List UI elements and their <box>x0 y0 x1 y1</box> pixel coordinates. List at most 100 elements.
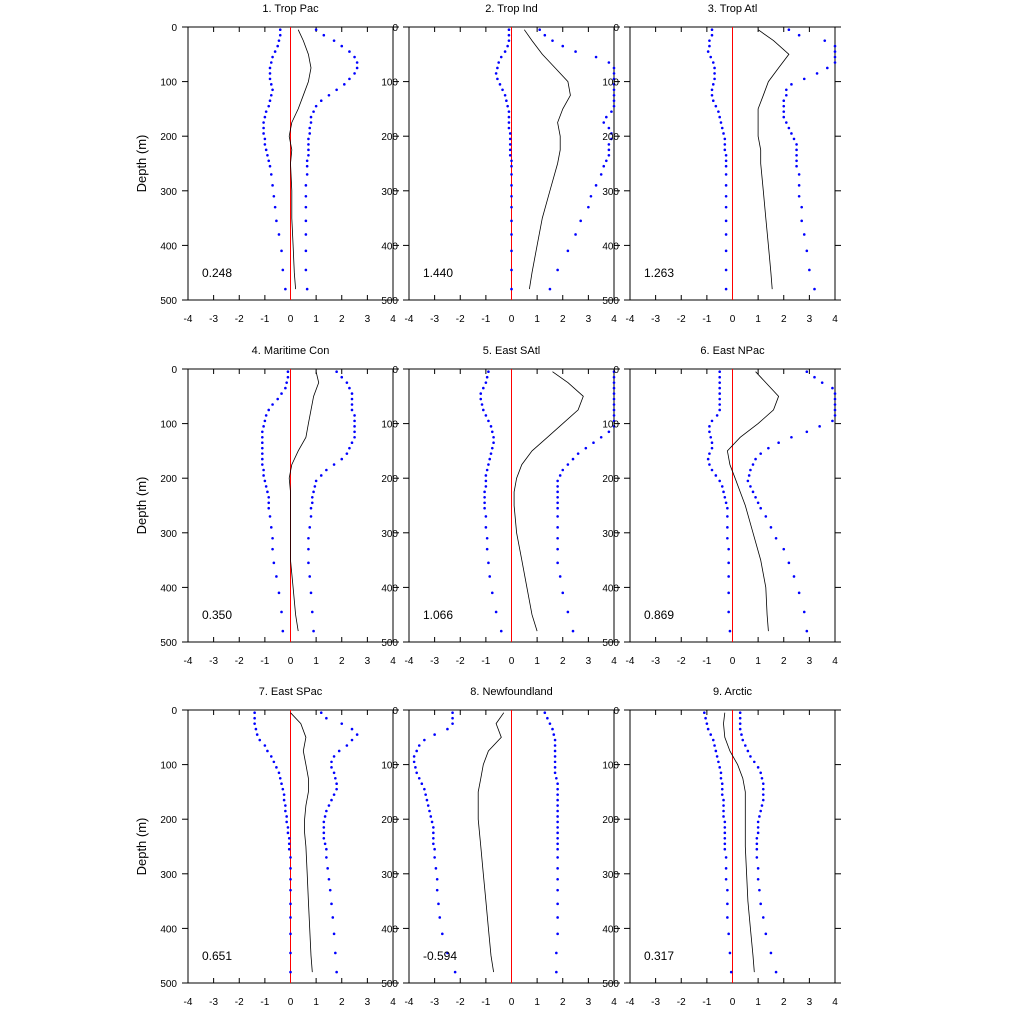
lower-bound-dot <box>278 33 282 37</box>
upper-bound-dot <box>556 490 559 494</box>
lower-bound-dot <box>269 526 273 529</box>
lower-bound-dot <box>726 526 729 529</box>
lower-bound-dot <box>280 610 283 614</box>
upper-bound-dot <box>566 249 570 253</box>
lower-bound-dot <box>510 249 513 253</box>
lower-bound-dot <box>726 902 729 906</box>
upper-bound-dot <box>813 287 816 291</box>
lower-bound-dot <box>266 749 269 753</box>
lower-bound-dot <box>267 408 271 412</box>
x-tick-label: 1 <box>755 656 761 667</box>
lower-bound-dot <box>722 815 725 818</box>
x-tick-label: 3 <box>586 997 592 1008</box>
lower-bound-dot <box>277 39 281 42</box>
x-tick-label: -3 <box>651 314 660 325</box>
lower-bound-dot <box>490 591 494 595</box>
x-tick-label: -1 <box>260 656 269 667</box>
x-tick-label: 1 <box>313 997 319 1008</box>
upper-bound-dot <box>556 787 559 791</box>
mean-line <box>290 712 313 973</box>
upper-bound-dot <box>754 457 757 461</box>
upper-bound-dot <box>805 430 809 434</box>
upper-bound-dot <box>348 386 351 390</box>
upper-bound-dot <box>612 93 616 97</box>
upper-bound-dot <box>592 441 595 445</box>
lower-bound-dot <box>269 93 273 97</box>
panel-annotation: 0.317 <box>644 949 674 963</box>
lower-bound-dot <box>263 143 267 146</box>
x-tick-label: 0 <box>509 997 515 1008</box>
upper-bound-dot <box>308 132 312 135</box>
lower-bound-dot <box>483 501 486 505</box>
upper-bound-dot <box>755 837 759 840</box>
lower-bound-dot <box>709 435 713 439</box>
lower-bound-dot <box>261 452 264 455</box>
panel-title: 2. Trop Ind <box>485 3 538 15</box>
upper-bound-dot <box>782 104 786 108</box>
lower-bound-dot <box>282 798 286 802</box>
y-tick-label: 100 <box>602 761 619 772</box>
x-tick-label: -1 <box>481 656 490 667</box>
panel-annotation: 1.066 <box>423 608 453 622</box>
lower-bound-dot <box>414 766 417 769</box>
upper-bound-dot <box>556 867 559 870</box>
mean-line <box>513 371 584 632</box>
upper-bound-dot <box>756 877 760 881</box>
upper-bound-dot <box>800 219 803 223</box>
upper-bound-dot <box>802 233 806 236</box>
lower-bound-dot <box>273 50 277 53</box>
upper-bound-dot <box>605 115 608 119</box>
upper-bound-dot <box>833 414 837 417</box>
y-tick-label: 200 <box>160 815 177 826</box>
upper-bound-dot <box>756 501 760 505</box>
panel-9: 9. Arctic -4 -3 -2 -1 0 1 2 3 4 0 100 200 300 400 500 0.… <box>602 686 841 1008</box>
lower-bound-dot <box>284 804 287 807</box>
x-tick-label: -4 <box>626 656 635 667</box>
upper-bound-dot <box>543 33 547 37</box>
upper-bound-dot <box>304 268 308 272</box>
panel-annotation: 1.263 <box>644 266 674 280</box>
x-tick-label: -4 <box>184 656 193 667</box>
panel-title: 7. East SPac <box>259 686 323 698</box>
upper-bound-dot <box>553 771 557 775</box>
upper-bound-dot <box>556 501 559 505</box>
x-tick-label: 4 <box>832 656 838 667</box>
upper-bound-dot <box>587 205 590 209</box>
upper-bound-dot <box>309 506 313 510</box>
lower-bound-dot <box>417 744 421 747</box>
upper-bound-dot <box>756 831 760 835</box>
upper-bound-dot <box>774 536 778 540</box>
y-tick-label: 200 <box>381 474 398 485</box>
upper-bound-dot <box>556 815 559 818</box>
lower-bound-dot <box>262 132 265 135</box>
x-tick-label: -1 <box>481 997 490 1008</box>
lower-bound-dot <box>263 479 267 483</box>
x-tick-label: -1 <box>260 997 269 1008</box>
lower-bound-dot <box>289 970 292 974</box>
y-tick-label: 500 <box>602 979 619 990</box>
lower-bound-dot <box>432 826 435 829</box>
upper-bound-dot <box>322 33 326 37</box>
panel-annotation: 0.651 <box>202 949 232 963</box>
upper-bound-dot <box>556 561 559 565</box>
upper-bound-dot <box>805 370 809 374</box>
y-tick-label: 400 <box>381 583 398 594</box>
upper-bound-dot <box>325 856 328 859</box>
lower-bound-dot <box>723 496 727 499</box>
upper-bound-dot <box>782 99 786 103</box>
lower-bound-dot <box>505 99 508 103</box>
upper-bound-dot <box>335 88 338 92</box>
upper-bound-dot <box>795 159 798 163</box>
y-tick-label: 200 <box>160 474 177 485</box>
y-tick-label: 200 <box>602 815 619 826</box>
upper-bound-dot <box>551 727 554 731</box>
upper-bound-dot <box>556 888 559 892</box>
lower-bound-dot <box>253 722 256 725</box>
lower-bound-dot <box>275 575 278 578</box>
lower-bound-dot <box>724 219 728 223</box>
lower-bound-dot <box>487 561 490 565</box>
lower-bound-dot <box>261 430 264 434</box>
lower-bound-dot <box>496 77 499 81</box>
lower-bound-dot <box>271 403 274 406</box>
upper-bound-dot <box>322 831 326 835</box>
